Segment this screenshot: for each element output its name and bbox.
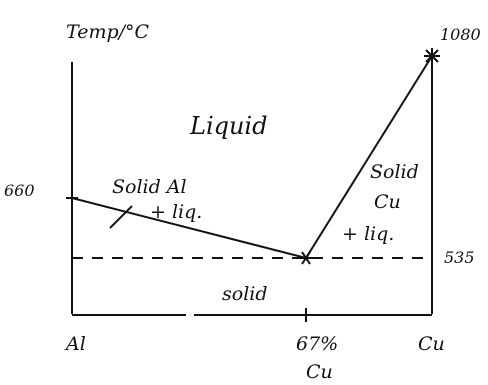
eutectic-temp-label: 535 bbox=[444, 248, 475, 267]
solid-cu-liquid-region-label-3: + liq. bbox=[342, 223, 394, 245]
cu-liquidus-line bbox=[305, 55, 433, 259]
solid-cu-liquid-region-label-2: Cu bbox=[374, 191, 401, 213]
eutectic-composition-element-label: Cu bbox=[306, 361, 333, 383]
region-slash-mark bbox=[109, 205, 133, 229]
eutectic-composition-label: 67% bbox=[296, 333, 338, 355]
al-melting-temp-label: 660 bbox=[4, 181, 35, 200]
solid-cu-liquid-region-label-1: Solid bbox=[370, 161, 419, 183]
solid-region-label: solid bbox=[222, 283, 268, 305]
al-composition-label: Al bbox=[64, 333, 86, 355]
liquid-region-label: Liquid bbox=[189, 112, 267, 140]
eutectic-point-marker bbox=[298, 251, 314, 265]
cu-composition-label: Cu bbox=[418, 333, 445, 355]
cu-melting-temp-label: 1080 bbox=[440, 25, 481, 44]
temperature-axis-label: Temp/°C bbox=[66, 21, 150, 43]
solid-al-liquid-region-label-1: Solid Al bbox=[112, 176, 187, 198]
al-liquidus-line bbox=[71, 197, 307, 259]
cu-melting-point-marker bbox=[424, 48, 440, 64]
al-melting-point-marker bbox=[66, 192, 78, 204]
solid-al-liquid-region-label-2: + liq. bbox=[150, 201, 202, 223]
